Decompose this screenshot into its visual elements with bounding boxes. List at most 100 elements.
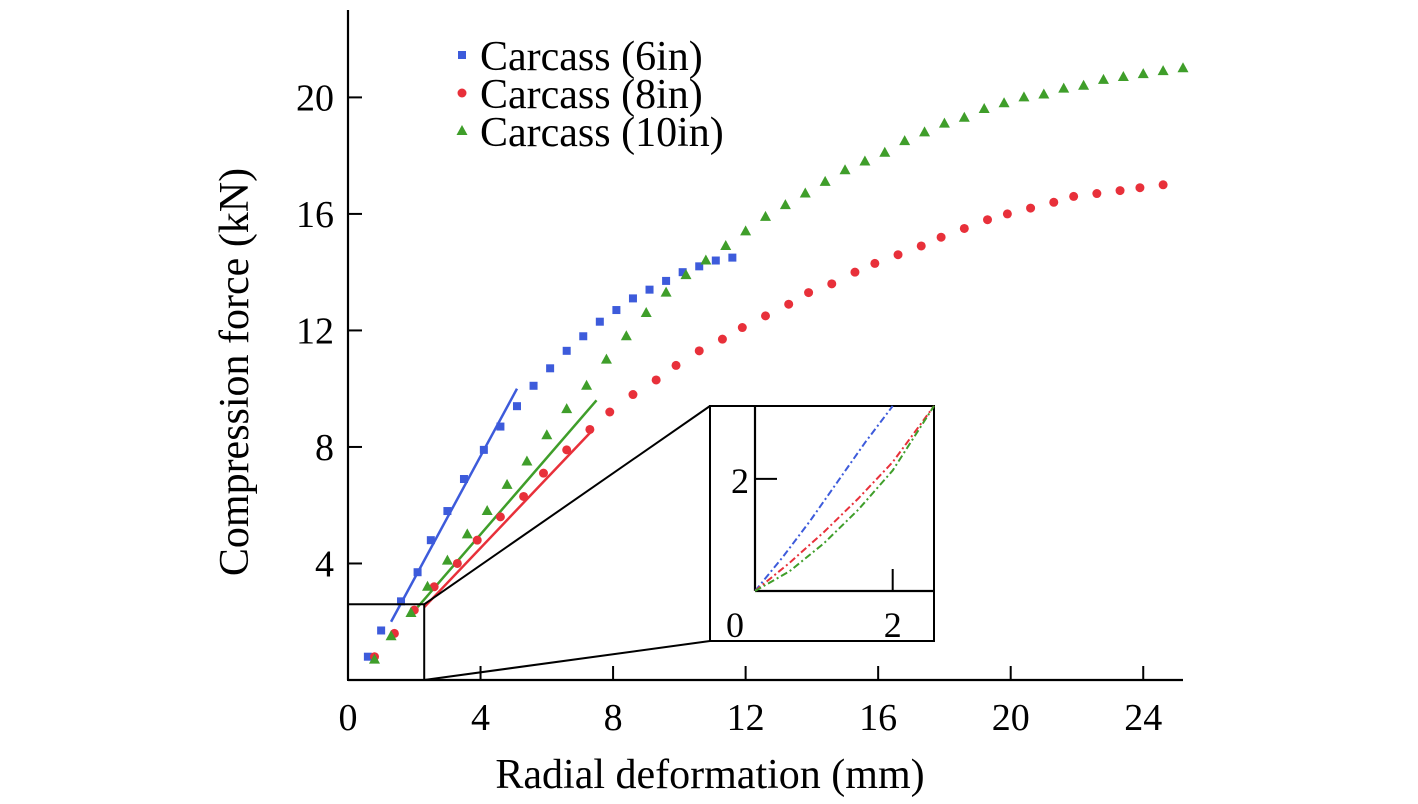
data-point-circle — [605, 407, 615, 417]
data-point-circle — [1158, 180, 1168, 190]
data-point-circle — [804, 288, 814, 298]
zoom-indicator — [347, 405, 935, 681]
data-point-circle — [1092, 189, 1102, 199]
data-point-square — [413, 568, 422, 577]
data-point-circle — [457, 88, 467, 98]
data-point-triangle — [779, 199, 791, 210]
data-point-triangle — [501, 478, 513, 489]
data-point-square — [695, 262, 704, 271]
x-tick-label: 24 — [1124, 697, 1162, 739]
data-point-circle — [694, 346, 704, 356]
data-point-circle — [1002, 209, 1012, 219]
data-point-circle — [1069, 191, 1079, 201]
data-point-square — [579, 332, 588, 341]
data-point-square — [443, 507, 452, 516]
legend-label: Carcass (10in) — [480, 110, 724, 156]
fit-line — [416, 399, 598, 608]
data-point-triangle — [541, 429, 553, 440]
data-point-triangle — [799, 187, 811, 198]
data-point-circle — [983, 215, 993, 225]
y-tick-label: 8 — [315, 427, 334, 469]
data-point-square — [662, 276, 671, 285]
data-point-square — [426, 536, 435, 545]
y-tick-label: 12 — [296, 310, 334, 352]
data-point-square — [628, 294, 637, 303]
data-point-circle — [870, 258, 880, 268]
data-point-square — [711, 256, 720, 265]
y-tick-label: 4 — [315, 543, 334, 585]
x-tick-label: 4 — [471, 697, 490, 739]
data-point-triangle — [680, 269, 692, 280]
data-point-circle — [893, 250, 903, 260]
data-point-triangle — [1078, 79, 1090, 90]
data-point-circle — [1135, 183, 1145, 193]
inset-frame — [709, 405, 935, 642]
data-point-triangle — [938, 117, 950, 128]
inset-line — [754, 405, 894, 592]
data-point-triangle — [859, 155, 871, 166]
zoom-connector-bottom — [424, 640, 711, 681]
legend-label: Carcass (6in) — [480, 34, 703, 80]
data-point-triangle — [600, 353, 612, 364]
inset-y-tick-label: 2 — [731, 461, 749, 501]
data-point-triangle — [660, 286, 672, 297]
data-point-square — [678, 268, 687, 277]
data-point-triangle — [1058, 82, 1070, 93]
data-point-triangle — [998, 97, 1010, 108]
data-point-triangle — [879, 146, 891, 157]
data-point-circle — [472, 535, 482, 545]
inset-x-tick-label: 0 — [726, 605, 744, 645]
data-point-circle — [651, 375, 661, 385]
data-point-triangle — [1157, 65, 1169, 76]
data-point-circle — [1026, 203, 1036, 213]
data-point-square — [529, 381, 538, 390]
legend-label: Carcass (8in) — [480, 72, 703, 118]
data-point-circle — [1115, 186, 1125, 196]
y-axis-title: Compression force (kN) — [212, 168, 258, 576]
data-point-square — [479, 445, 488, 454]
data-point-triangle — [700, 254, 712, 265]
data-point-triangle — [456, 125, 468, 135]
data-point-triangle — [819, 175, 831, 186]
data-point-circle — [737, 323, 747, 333]
data-point-square — [458, 51, 466, 59]
x-tick-label: 8 — [604, 697, 623, 739]
data-point-square — [377, 626, 386, 635]
inset-line — [754, 405, 935, 592]
data-point-square — [459, 475, 468, 483]
data-point-circle — [850, 267, 860, 277]
data-point-circle — [538, 468, 548, 478]
data-point-triangle — [760, 210, 771, 221]
data-point-circle — [585, 424, 595, 434]
data-point-circle — [628, 390, 638, 400]
data-point-circle — [452, 558, 462, 568]
data-point-triangle — [720, 239, 732, 250]
x-tick-label: 0 — [339, 697, 358, 739]
data-point-triangle — [899, 135, 911, 146]
data-point-circle — [1049, 197, 1059, 207]
x-tick-label: 16 — [859, 697, 897, 739]
data-point-triangle — [740, 225, 752, 236]
data-point-square — [363, 652, 372, 661]
data-point-triangle — [561, 403, 573, 414]
x-axis-title: Radial deformation (mm) — [495, 752, 924, 798]
x-tick-label: 12 — [727, 697, 765, 739]
data-point-triangle — [1177, 62, 1189, 73]
zoom-connector-top — [423, 405, 711, 606]
inset-plot: 0 2 2 — [726, 405, 935, 645]
x-tick-label: 20 — [992, 697, 1030, 739]
data-point-circle — [717, 334, 727, 344]
data-point-triangle — [369, 653, 381, 664]
data-point-triangle — [620, 330, 632, 341]
data-point-square — [562, 346, 571, 355]
data-point-square — [496, 422, 505, 431]
data-point-triangle — [521, 455, 533, 466]
data-point-square — [512, 402, 521, 411]
data-point-triangle — [441, 554, 453, 565]
fit-line — [423, 428, 595, 609]
data-point-triangle — [385, 630, 397, 641]
data-point-circle — [916, 241, 926, 251]
data-point-circle — [562, 445, 572, 455]
